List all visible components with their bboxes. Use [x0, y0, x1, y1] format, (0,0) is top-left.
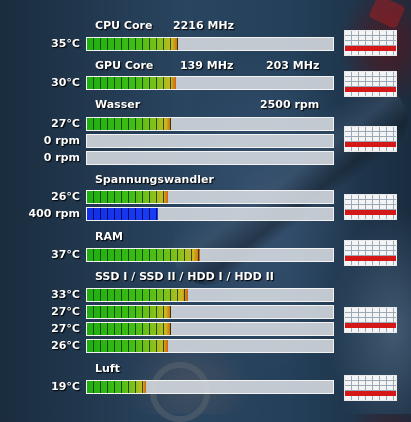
disk1-temp-bar [86, 288, 334, 302]
bar-fill [87, 118, 171, 130]
disk1-temp-label: 33°C [51, 288, 80, 301]
vrm-history-graph [344, 194, 397, 220]
water-fan1-label: 0 rpm [43, 134, 80, 147]
gpu-core-clock-value: 139 MHz [180, 59, 234, 72]
disks-history-graph [344, 307, 397, 333]
disk2-temp-bar [86, 305, 334, 319]
air-temp-bar [86, 380, 334, 394]
ram-temp-label: 37°C [51, 248, 80, 261]
disks-section-title: SSD I / SSD II / HDD I / HDD II [95, 270, 274, 283]
ram-section-title: RAM [95, 230, 123, 243]
bar-fill [87, 306, 171, 318]
disk2-temp-label: 27°C [51, 305, 80, 318]
bar-fill [87, 323, 171, 335]
cpu-section-title: CPU Core [95, 19, 153, 32]
water-fan2-label: 0 rpm [43, 151, 80, 164]
water-history-graph [344, 126, 397, 152]
bar-fill [87, 289, 188, 301]
water-pump-speed-value: 2500 rpm [260, 98, 320, 111]
vrm-temp-bar [86, 190, 334, 204]
bar-fill [87, 381, 147, 393]
air-section-title: Luft [95, 362, 120, 375]
gpu-section-title: GPU Core [95, 59, 154, 72]
cpu-temp-bar [86, 37, 334, 51]
bar-fill [87, 208, 159, 220]
water-fan1-bar [86, 134, 334, 148]
air-history-graph [344, 375, 397, 401]
vrm-fan-label: 400 rpm [28, 207, 80, 220]
gpu-memory-clock-value: 203 MHz [266, 59, 320, 72]
water-temp-label: 27°C [51, 117, 80, 130]
air-temp-label: 19°C [51, 380, 80, 393]
cpu-clock-value: 2216 MHz [173, 19, 234, 32]
water-fan2-bar [86, 151, 334, 165]
ram-temp-bar [86, 248, 334, 262]
ram-history-graph [344, 240, 397, 266]
water-section-title: Wasser [95, 98, 141, 111]
gpu-temp-label: 30°C [51, 76, 80, 89]
gpu-temp-bar [86, 76, 334, 90]
bar-fill [87, 191, 169, 203]
gpu-history-graph [344, 71, 397, 97]
disk3-temp-label: 27°C [51, 322, 80, 335]
vrm-section-title: Spannungswandler [95, 173, 214, 186]
disk4-temp-bar [86, 339, 334, 353]
vrm-temp-label: 26°C [51, 190, 80, 203]
disk3-temp-bar [86, 322, 334, 336]
water-temp-bar [86, 117, 334, 131]
bar-fill [87, 340, 169, 352]
bar-fill [87, 249, 201, 261]
bar-fill [87, 77, 176, 89]
bar-fill [87, 38, 179, 50]
cpu-temp-label: 35°C [51, 37, 80, 50]
disk4-temp-label: 26°C [51, 339, 80, 352]
background-accent [368, 0, 406, 30]
cpu-history-graph [344, 30, 397, 56]
vrm-fan-bar [86, 207, 334, 221]
